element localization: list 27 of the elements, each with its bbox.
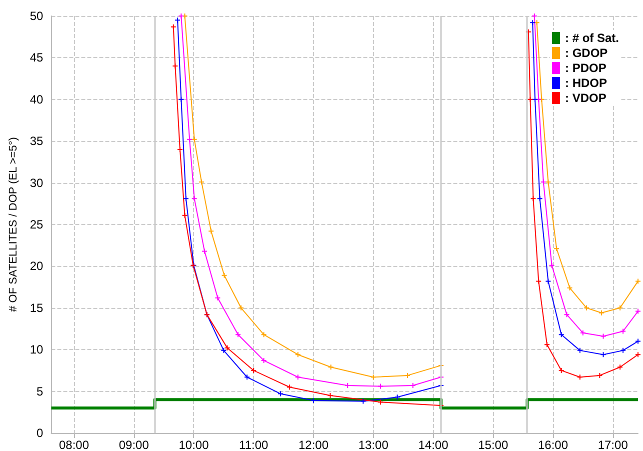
legend-label: : # of Sat. xyxy=(564,31,620,45)
x-tick-label: 08:00 xyxy=(58,438,90,451)
y-tick-label: 25 xyxy=(30,218,44,232)
y-tick-label: 0 xyxy=(36,426,44,440)
x-tick-label: 12:00 xyxy=(298,438,329,451)
y-tick-label: 5 xyxy=(36,384,44,398)
x-tick-label: 09:00 xyxy=(118,438,150,451)
x-tick-label: 14:00 xyxy=(418,438,449,451)
y-tick-label: 45 xyxy=(30,50,44,65)
y-axis-title: # OF SATELLITES / DOP (EL >=5°) xyxy=(8,137,20,312)
y-tick-label: 50 xyxy=(30,9,44,23)
y-tick-label: 10 xyxy=(30,342,44,357)
x-tick-label: 13:00 xyxy=(358,438,389,451)
y-tick-label: 30 xyxy=(30,176,44,190)
x-tick-label: 17:00 xyxy=(598,438,628,451)
x-tick-label: 16:00 xyxy=(538,438,568,451)
legend-label: : PDOP xyxy=(564,61,606,75)
y-tick-label: 40 xyxy=(30,92,44,106)
legend-label: : GDOP xyxy=(564,46,608,60)
x-tick-label: 11:00 xyxy=(239,438,269,451)
x-tick-label: 10:00 xyxy=(178,438,210,451)
y-tick-label: 35 xyxy=(30,134,44,148)
x-tick-label: 15:00 xyxy=(478,438,508,451)
y-tick-label: 20 xyxy=(30,259,44,274)
y-tick-label: 15 xyxy=(30,300,44,315)
legend-label: : VDOP xyxy=(564,91,606,105)
legend-label: : HDOP xyxy=(564,76,607,90)
